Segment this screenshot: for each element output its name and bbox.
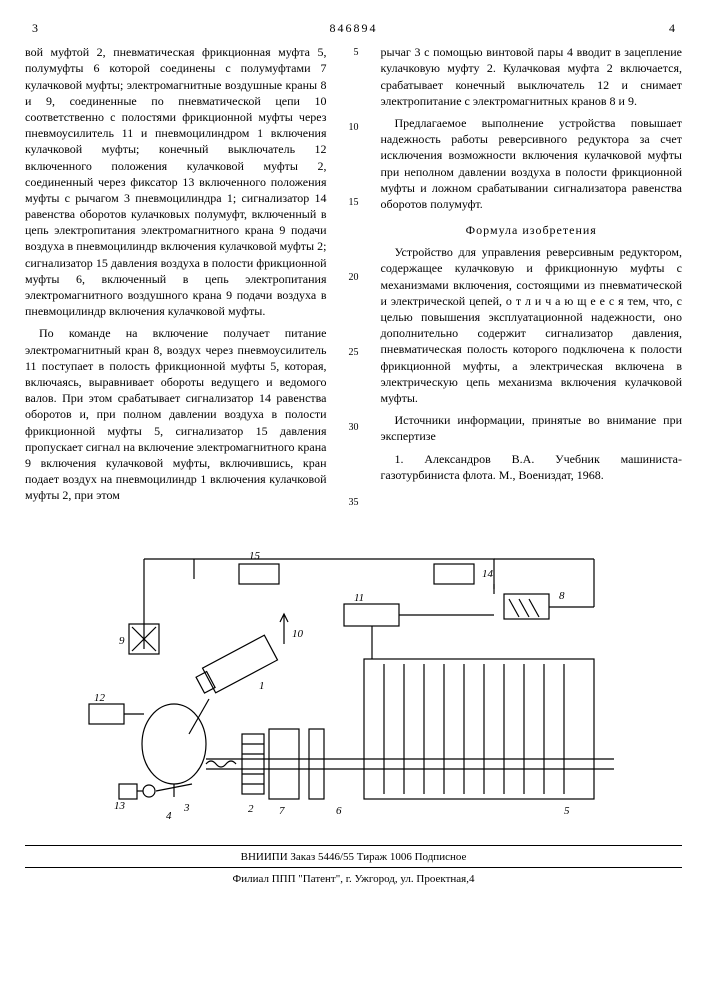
diagram-label-13: 13 xyxy=(114,800,126,812)
diagram-label-1: 1 xyxy=(259,680,265,692)
line-marker: 20 xyxy=(345,271,359,285)
left-para-2: По команде на включение получает питание… xyxy=(25,325,327,503)
formula-title: Формула изобретения xyxy=(381,222,683,238)
right-para-1: рычаг 3 с помощью винтовой пары 4 вводит… xyxy=(381,44,683,109)
schematic-diagram: 1 2 3 4 5 6 7 8 9 10 11 12 13 14 15 xyxy=(74,529,634,839)
line-marker: 15 xyxy=(345,196,359,210)
page-header: 3 846894 4 xyxy=(25,20,682,36)
diagram-label-7: 7 xyxy=(279,805,285,817)
right-para-2: Предлагаемое выполнение устройства повыш… xyxy=(381,115,683,212)
line-marker: 30 xyxy=(345,421,359,435)
line-marker: 10 xyxy=(345,121,359,135)
line-marker: 25 xyxy=(345,346,359,360)
diagram-label-3: 3 xyxy=(183,802,190,814)
diagram-label-15: 15 xyxy=(249,550,261,562)
sources-title: Источники информации, принятые во вниман… xyxy=(381,412,683,444)
page-number-left: 3 xyxy=(25,20,45,36)
diagram-label-6: 6 xyxy=(336,805,342,817)
diagram-label-8: 8 xyxy=(559,590,565,602)
right-para-4: 1. Александров В.А. Учебник машиниста-га… xyxy=(381,451,683,483)
diagram-label-5: 5 xyxy=(564,805,570,817)
column-left: вой муфтой 2, пневматическая фрикционная… xyxy=(25,44,327,509)
diagram-label-10: 10 xyxy=(292,628,304,640)
line-marker: 35 xyxy=(345,496,359,510)
text-columns: вой муфтой 2, пневматическая фрикционная… xyxy=(25,44,682,509)
patent-number: 846894 xyxy=(45,20,662,36)
line-marker: 5 xyxy=(345,46,359,60)
line-number-gutter: 5 10 15 20 25 30 35 xyxy=(345,44,363,509)
column-right: рычаг 3 с помощью винтовой пары 4 вводит… xyxy=(381,44,683,509)
diagram-label-2: 2 xyxy=(248,803,254,815)
diagram-label-11: 11 xyxy=(354,592,364,604)
left-para-1: вой муфтой 2, пневматическая фрикционная… xyxy=(25,44,327,319)
diagram-label-12: 12 xyxy=(94,692,106,704)
right-para-3: Устройство для управления реверсивным ре… xyxy=(381,244,683,406)
footer-line-2: Филиал ППП "Патент", г. Ужгород, ул. Про… xyxy=(25,867,682,887)
diagram-label-9: 9 xyxy=(119,635,125,647)
page-number-right: 4 xyxy=(662,20,682,36)
diagram-label-14: 14 xyxy=(482,568,494,580)
footer-line-1: ВНИИПИ Заказ 5446/55 Тираж 1006 Подписно… xyxy=(25,845,682,865)
diagram-label-4: 4 xyxy=(166,810,172,822)
